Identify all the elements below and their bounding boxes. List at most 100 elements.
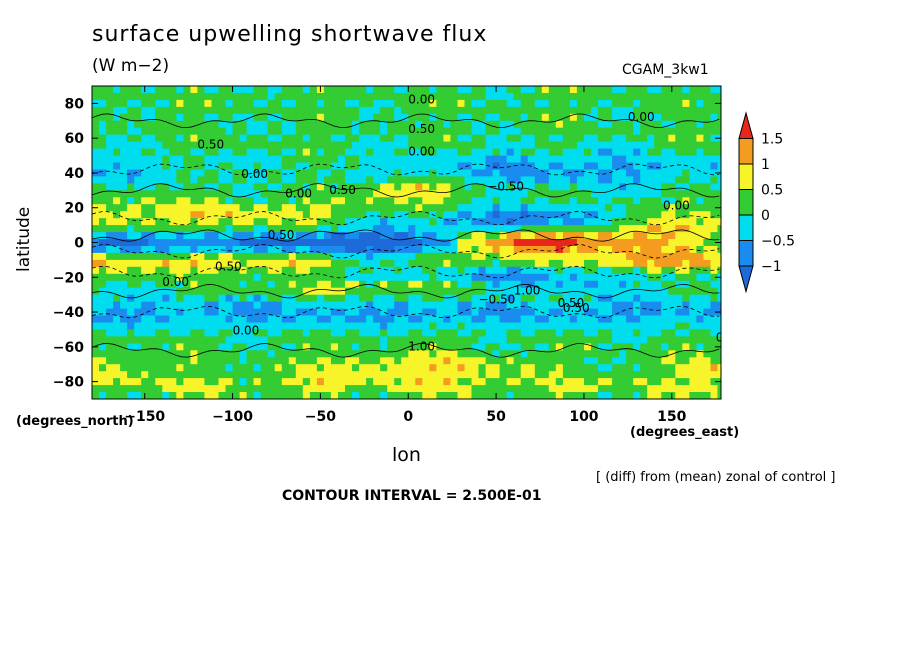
field-cell bbox=[211, 287, 220, 296]
field-cell bbox=[520, 315, 529, 324]
field-cell bbox=[302, 155, 311, 164]
field-cell bbox=[338, 239, 346, 247]
field-cell bbox=[387, 294, 395, 303]
field-cell bbox=[99, 218, 107, 226]
field-cell bbox=[598, 183, 606, 191]
field-cell bbox=[647, 176, 655, 184]
field-cell bbox=[190, 183, 198, 191]
field-cell bbox=[584, 343, 592, 351]
field-cell bbox=[387, 239, 395, 247]
field-cell bbox=[675, 211, 683, 219]
field-cell bbox=[288, 287, 297, 296]
field-cell bbox=[253, 385, 262, 393]
field-cell bbox=[330, 86, 339, 94]
field-cell bbox=[408, 350, 416, 358]
field-cell bbox=[127, 259, 135, 268]
field-cell bbox=[148, 127, 156, 136]
field-cell bbox=[584, 204, 592, 212]
field-cell bbox=[675, 148, 683, 157]
field-cell bbox=[605, 176, 613, 184]
field-cell bbox=[689, 148, 697, 157]
field-cell bbox=[267, 197, 276, 205]
field-cell bbox=[471, 336, 480, 344]
field-cell bbox=[647, 343, 655, 351]
field-cell bbox=[485, 225, 494, 233]
field-cell bbox=[316, 364, 325, 372]
field-cell bbox=[366, 357, 374, 365]
field-cell bbox=[703, 239, 711, 247]
field-cell bbox=[232, 218, 241, 226]
field-cell bbox=[619, 252, 627, 261]
field-cell bbox=[471, 197, 480, 205]
field-cell bbox=[162, 378, 170, 386]
field-cell bbox=[134, 120, 142, 129]
field-cell bbox=[668, 378, 676, 386]
field-cell bbox=[415, 148, 423, 157]
field-cell bbox=[380, 364, 388, 372]
field-cell bbox=[485, 246, 494, 254]
field-cell bbox=[302, 148, 311, 157]
field-cell bbox=[584, 141, 592, 150]
field-cell bbox=[492, 127, 501, 136]
field-cell bbox=[576, 183, 585, 191]
field-cell bbox=[134, 225, 142, 233]
field-cell bbox=[218, 204, 227, 212]
field-cell bbox=[499, 225, 508, 233]
field-cell bbox=[612, 127, 620, 136]
field-cell bbox=[127, 266, 135, 275]
field-cell bbox=[281, 225, 290, 233]
field-cell bbox=[661, 273, 669, 282]
field-cell bbox=[232, 252, 241, 261]
field-cell bbox=[394, 93, 402, 101]
field-cell bbox=[703, 273, 711, 282]
field-cell bbox=[169, 246, 177, 254]
field-cell bbox=[710, 259, 719, 268]
field-cell bbox=[345, 148, 353, 157]
field-cell bbox=[548, 127, 557, 136]
field-cell bbox=[576, 169, 585, 178]
field-cell bbox=[598, 218, 606, 226]
field-cell bbox=[696, 127, 704, 136]
field-cell bbox=[478, 134, 487, 143]
field-cell bbox=[527, 99, 536, 108]
field-cell bbox=[626, 232, 634, 240]
field-cell bbox=[281, 127, 290, 136]
field-cell bbox=[640, 99, 648, 108]
field-cell bbox=[211, 169, 220, 178]
field-cell bbox=[211, 350, 220, 358]
field-cell bbox=[260, 336, 269, 344]
field-cell bbox=[457, 378, 466, 386]
field-cell bbox=[499, 190, 508, 198]
field-cell bbox=[633, 169, 641, 178]
field-cell bbox=[316, 371, 325, 379]
field-cell bbox=[443, 141, 451, 150]
field-cell bbox=[373, 225, 381, 233]
field-cell bbox=[155, 127, 163, 136]
field-cell bbox=[696, 218, 704, 226]
field-cell bbox=[352, 99, 360, 108]
field-cell bbox=[309, 378, 318, 386]
field-cell bbox=[647, 120, 655, 129]
field-cell bbox=[499, 99, 508, 108]
field-cell bbox=[513, 273, 522, 282]
field-cell bbox=[443, 301, 451, 310]
field-cell bbox=[302, 86, 311, 94]
field-cell bbox=[696, 197, 704, 205]
field-cell bbox=[457, 364, 466, 372]
field-cell bbox=[591, 280, 599, 289]
y-axis-label: latitude bbox=[14, 206, 34, 272]
field-cell bbox=[696, 176, 704, 184]
field-cell bbox=[246, 301, 255, 310]
field-cell bbox=[204, 315, 212, 324]
field-cell bbox=[717, 336, 721, 344]
field-cell bbox=[513, 232, 522, 240]
field-cell bbox=[309, 308, 318, 317]
field-cell bbox=[204, 364, 212, 372]
field-cell bbox=[338, 357, 346, 365]
field-cell bbox=[668, 239, 676, 247]
field-cell bbox=[141, 120, 149, 129]
field-cell bbox=[338, 134, 346, 143]
field-cell bbox=[281, 113, 290, 122]
field-cell bbox=[225, 287, 234, 296]
field-cell bbox=[436, 225, 444, 233]
